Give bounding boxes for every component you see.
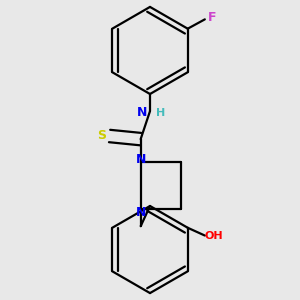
Text: N: N <box>136 206 146 219</box>
Text: N: N <box>136 154 146 166</box>
Text: F: F <box>208 11 217 24</box>
Text: OH: OH <box>204 230 223 241</box>
Text: N: N <box>137 106 147 119</box>
Text: S: S <box>97 129 106 142</box>
Text: H: H <box>156 108 166 118</box>
